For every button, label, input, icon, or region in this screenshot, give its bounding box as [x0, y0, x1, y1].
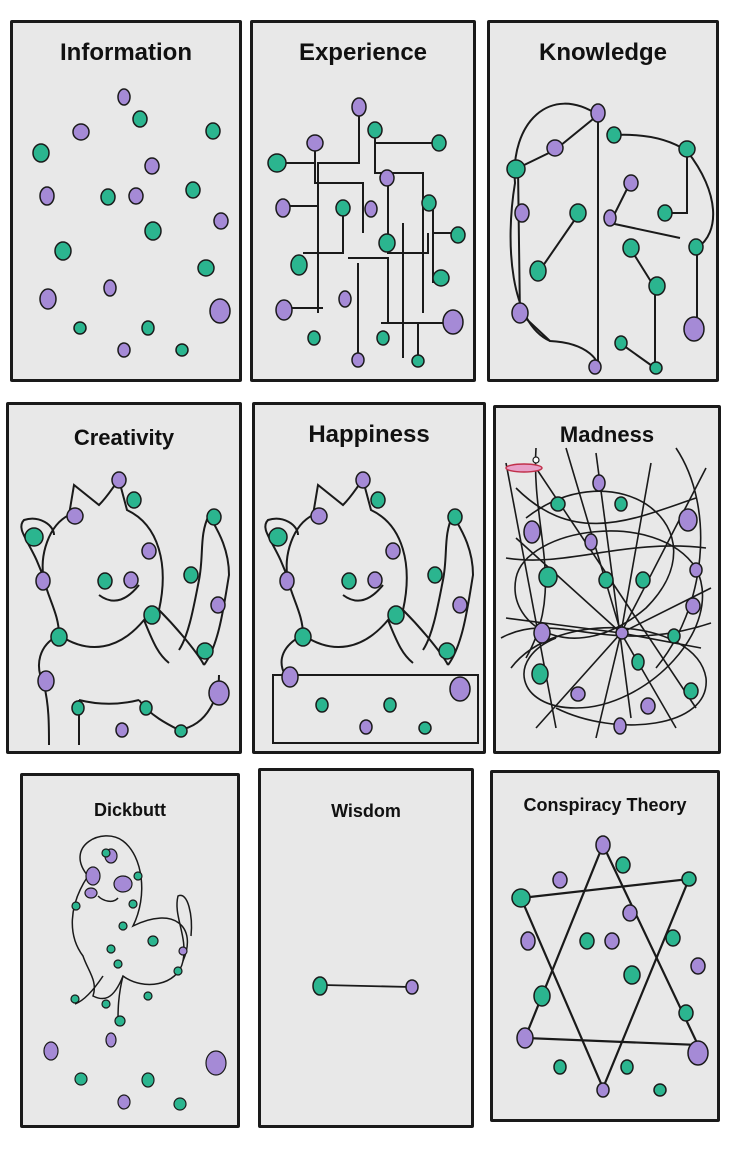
panel-information: Information: [10, 20, 242, 382]
panel-title: Knowledge: [538, 39, 667, 66]
panel-experience: Experience: [250, 20, 476, 382]
panel-happiness: Happiness: [252, 402, 486, 754]
panel-dickbutt: Dickbutt: [20, 773, 240, 1128]
tangled-lines-drawing: [500, 447, 712, 739]
panel-title: Dickbutt: [94, 800, 166, 820]
hexagram-drawing: [511, 835, 709, 1098]
panel-title: Experience: [298, 39, 428, 66]
cat-in-box-drawing: [264, 471, 479, 744]
scattered-dots-drawing: [32, 88, 231, 358]
panel-title: Wisdom: [331, 801, 401, 821]
connected-grid-drawing: [267, 97, 466, 368]
network-drawing: [506, 102, 715, 375]
panel-title: Information: [60, 39, 192, 66]
panel-creativity: Creativity: [6, 402, 242, 754]
panel-knowledge: Knowledge: [487, 20, 719, 382]
dickbutt-drawing: [43, 835, 227, 1111]
panel-madness: Madness: [493, 405, 721, 754]
panel-title: Happiness: [308, 421, 430, 448]
panel-title: Madness: [559, 422, 655, 447]
panel-title: Creativity: [73, 425, 175, 450]
panel-conspiracy-theory: Conspiracy Theory: [490, 770, 720, 1122]
panel-wisdom: Wisdom: [258, 768, 474, 1128]
cat-drawing: [20, 471, 231, 746]
panel-title: Conspiracy Theory: [523, 795, 687, 815]
two-dots-drawing: [312, 976, 419, 996]
